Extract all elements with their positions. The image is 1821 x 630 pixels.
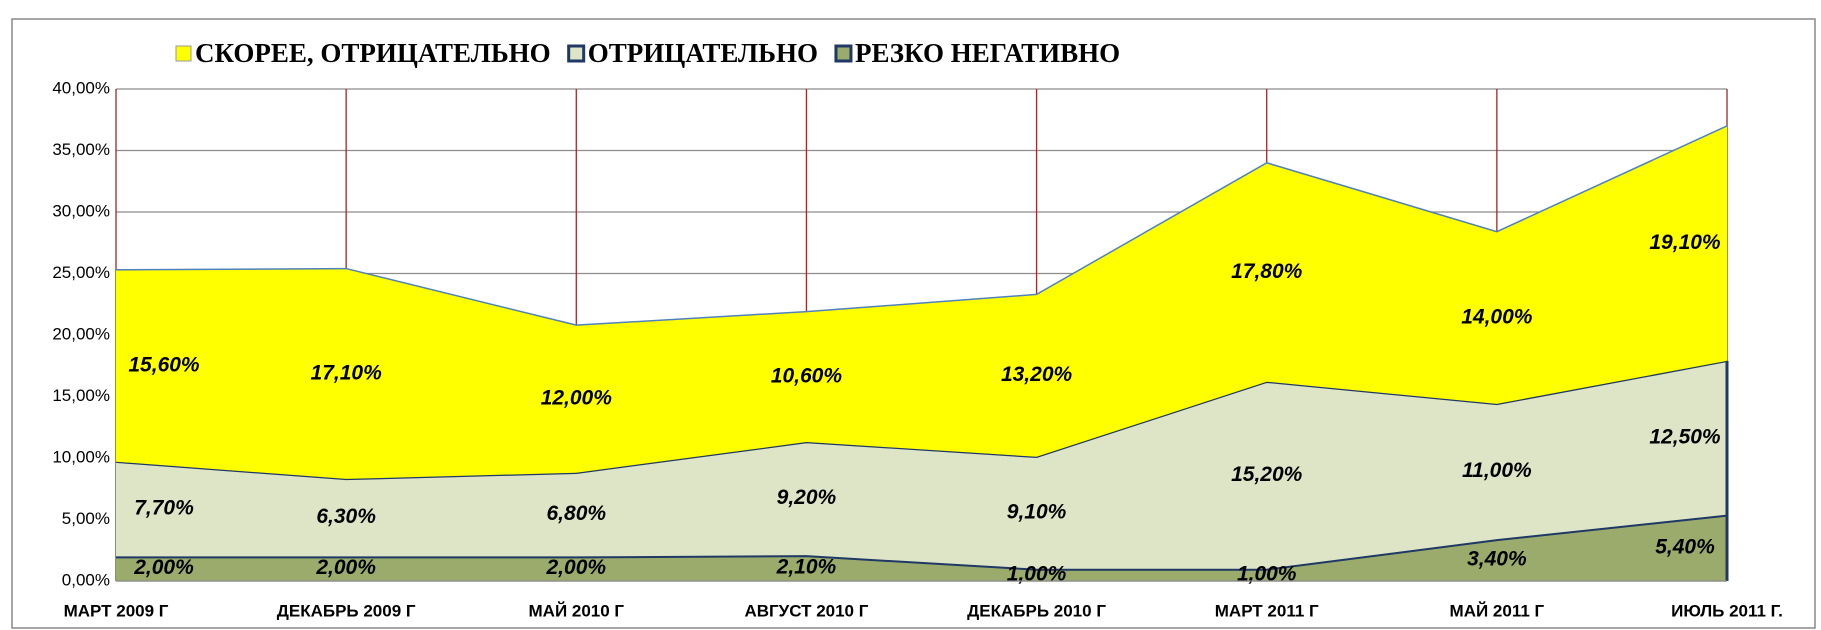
value-label: 6,80% [547, 502, 607, 525]
value-label: 1,00% [1237, 562, 1297, 585]
value-label: 15,60% [128, 353, 200, 376]
area [116, 125, 1727, 479]
y-tick-label: 10,00% [52, 447, 110, 466]
value-label: 2,00% [133, 556, 194, 579]
legend-label: РЕЗКО НЕГАТИВНО [855, 38, 1120, 68]
area-edge [115, 125, 1728, 326]
x-tick-label: ИЮЛЬ 2011 Г. [1671, 601, 1783, 620]
value-label: 1,00% [1007, 562, 1067, 585]
value-label: 17,10% [311, 361, 383, 384]
legend-swatch [567, 44, 586, 63]
value-label: 10,60% [771, 364, 843, 387]
area [116, 514, 1727, 581]
y-tick-label: 35,00% [52, 140, 110, 159]
x-tick-label: МАЙ 2011 Г [1450, 601, 1545, 620]
value-label: 2,00% [546, 556, 607, 579]
legend-swatch [175, 45, 192, 62]
value-label: 6,30% [316, 505, 376, 528]
value-label: 9,20% [777, 486, 837, 509]
y-tick-label: 40,00% [52, 78, 110, 97]
legend-label: ОТРИЦАТЕЛЬНО [588, 38, 818, 68]
legend-swatch [834, 44, 853, 63]
value-label: 12,50% [1649, 425, 1721, 448]
value-label: 2,00% [315, 556, 376, 579]
value-label: 13,20% [1001, 363, 1073, 386]
x-tick-label: ДЕКАБРЬ 2009 Г [277, 601, 416, 620]
value-label: 11,00% [1462, 459, 1532, 482]
area [116, 360, 1727, 569]
y-tick-label: 30,00% [52, 201, 110, 220]
y-tick-label: 20,00% [52, 324, 110, 343]
value-label: 19,10% [1649, 231, 1721, 254]
y-tick-label: 25,00% [52, 263, 110, 282]
value-label: 15,20% [1231, 463, 1303, 486]
value-label: 5,40% [1655, 535, 1715, 558]
x-tick-label: ДЕКАБРЬ 2010 Г [967, 601, 1106, 620]
value-label: 2,10% [776, 556, 837, 579]
area-edge [115, 359, 1728, 481]
y-tick-label: 5,00% [62, 509, 110, 528]
value-label: 12,00% [541, 387, 613, 410]
value-label: 14,00% [1461, 305, 1533, 328]
x-tick-label: МАРТ 2011 Г [1215, 601, 1319, 620]
y-tick-label: 0,00% [62, 570, 110, 589]
value-label: 7,70% [134, 497, 194, 520]
x-tick-label: МАЙ 2010 Г [529, 601, 625, 620]
value-label: 3,40% [1467, 548, 1527, 571]
legend-label: СКОРЕЕ, ОТРИЦАТЕЛЬНО [195, 38, 551, 68]
x-tick-label: МАРТ 2009 Г [64, 601, 169, 620]
y-tick-label: 15,00% [52, 386, 110, 405]
value-label: 17,80% [1231, 260, 1303, 283]
x-tick-label: АВГУСТ 2010 Г [744, 601, 868, 620]
value-label: 9,10% [1007, 500, 1067, 523]
